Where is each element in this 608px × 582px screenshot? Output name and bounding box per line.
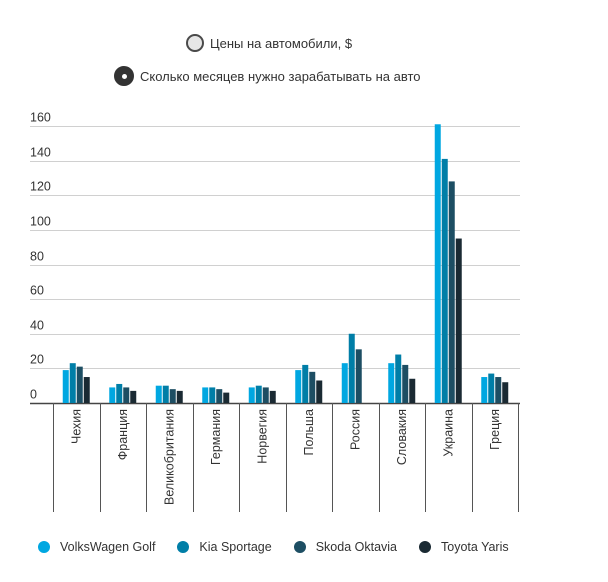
y-tick-label: 60 xyxy=(30,284,44,298)
x-tick-label: Украина xyxy=(441,409,455,457)
y-tick-label: 120 xyxy=(30,180,51,194)
bar xyxy=(348,333,355,403)
bar xyxy=(162,385,169,403)
bar xyxy=(69,363,76,403)
bar xyxy=(76,366,83,403)
bar xyxy=(441,158,448,403)
bar xyxy=(302,364,309,403)
option-car-prices[interactable]: Цены на автомобили, $ xyxy=(186,34,352,52)
bar xyxy=(388,363,395,403)
x-tick-label: Словакия xyxy=(395,409,409,465)
bar xyxy=(223,392,230,403)
bar-chart: 0 20 40 60 80 100 120 140 160 Чехия Франция Великоб… xyxy=(30,111,520,512)
x-tick-label: Польша xyxy=(302,409,316,455)
legend-item[interactable]: VolksWagen Golf xyxy=(38,540,155,554)
chart-legend: VolksWagen Golf Kia Sportage Skoda Oktavia… xyxy=(38,540,598,554)
legend-item[interactable]: Kia Sportage xyxy=(177,540,272,554)
bar xyxy=(488,373,495,403)
x-tick-label: Франция xyxy=(116,409,130,460)
bar xyxy=(495,377,502,403)
bar xyxy=(130,390,137,403)
bar xyxy=(355,349,362,403)
bar xyxy=(502,382,509,403)
y-tick-label: 20 xyxy=(30,353,44,367)
bar xyxy=(395,354,402,403)
bar xyxy=(62,370,69,403)
x-tick-label: Великобритания xyxy=(162,409,176,505)
bar xyxy=(116,383,123,403)
bar xyxy=(255,385,262,403)
legend-dot-icon xyxy=(177,541,190,553)
bar xyxy=(434,124,441,404)
x-tick-label: Греция xyxy=(488,409,502,450)
bar xyxy=(295,370,302,403)
radio-selected-icon[interactable] xyxy=(114,66,134,86)
legend-dot-icon xyxy=(38,541,50,553)
bar xyxy=(481,377,488,403)
chart-mode-selector: Цены на автомобили, $ Сколько месяцев ну… xyxy=(0,0,608,100)
bar xyxy=(169,389,176,403)
y-tick-label: 40 xyxy=(30,319,44,333)
bar xyxy=(269,390,276,403)
x-tick-label: Россия xyxy=(348,409,362,450)
bar xyxy=(176,390,183,403)
y-tick-label: 100 xyxy=(30,215,51,229)
bar xyxy=(83,377,90,403)
y-tick-label: 80 xyxy=(30,250,44,264)
y-tick-label: 0 xyxy=(30,388,37,402)
option-months-to-earn-label: Сколько месяцев нужно зарабатывать на ав… xyxy=(140,68,421,84)
bar xyxy=(402,364,409,403)
legend-dot-icon xyxy=(419,541,431,553)
bar xyxy=(309,371,316,403)
bar xyxy=(248,387,255,403)
bar xyxy=(202,387,209,403)
bar xyxy=(262,387,269,403)
x-tick-label: Германия xyxy=(209,409,223,465)
y-tick-label: 160 xyxy=(30,111,51,125)
legend-item[interactable]: Toyota Yaris xyxy=(419,540,509,554)
radio-unselected-icon[interactable] xyxy=(186,34,204,52)
legend-item[interactable]: Skoda Oktavia xyxy=(293,540,397,554)
bar xyxy=(455,238,462,403)
bar xyxy=(448,181,455,403)
y-tick-label: 140 xyxy=(30,146,51,160)
option-months-to-earn[interactable]: Сколько месяцев нужно зарабатывать на ав… xyxy=(114,66,421,86)
option-car-prices-label: Цены на автомобили, $ xyxy=(210,35,353,51)
x-tick-label: Чехия xyxy=(69,409,83,444)
bar xyxy=(216,389,223,403)
bar xyxy=(155,385,162,403)
legend-label: Kia Sportage xyxy=(199,540,272,554)
legend-label: VolksWagen Golf xyxy=(60,540,156,554)
legend-label: Toyota Yaris xyxy=(441,540,509,554)
legend-label: Skoda Oktavia xyxy=(315,540,397,554)
x-tick-label: Норвегия xyxy=(255,409,269,464)
bar xyxy=(209,387,216,403)
bar xyxy=(341,363,348,403)
bar xyxy=(123,387,130,403)
bar xyxy=(409,378,416,403)
bar xyxy=(109,387,116,403)
bar xyxy=(316,380,323,403)
legend-dot-icon xyxy=(293,541,306,553)
